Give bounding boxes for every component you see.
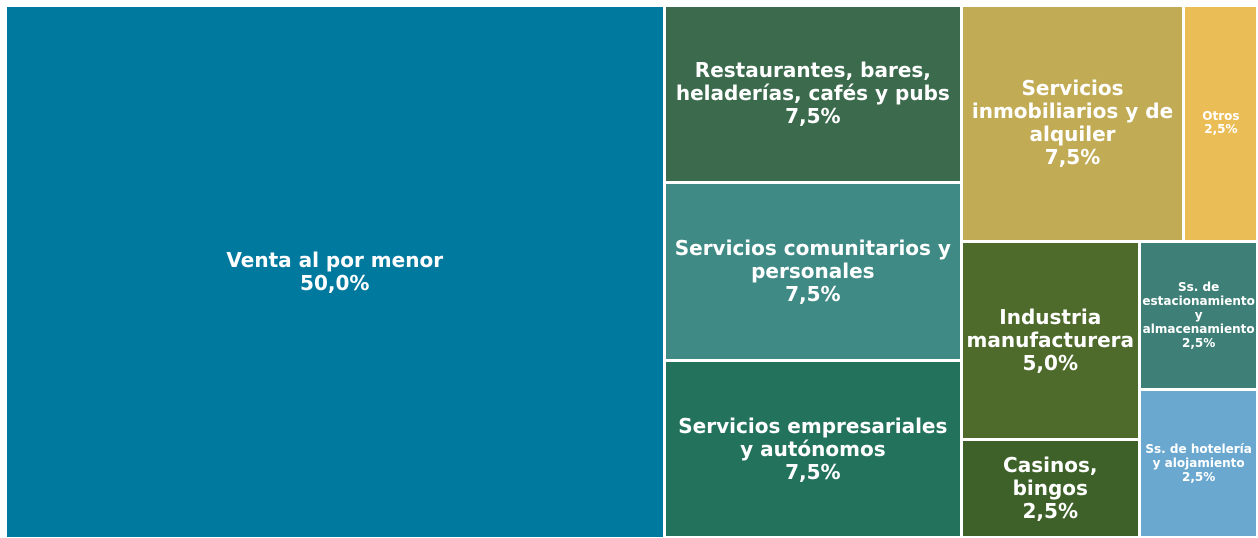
tile-label: Venta al por menor: [226, 247, 444, 272]
tile-label: Ss. de hotelería y alojamiento: [1145, 442, 1252, 471]
tile-value: 7,5%: [785, 281, 841, 306]
treemap-tile: Servicios inmobiliarios y de alquiler 7,5…: [962, 6, 1183, 241]
tile-label: Otros: [1202, 108, 1240, 123]
treemap-tile: Industria manufacturera 5,0%: [962, 243, 1138, 438]
tile-value: 2,5%: [1022, 499, 1078, 524]
tile-value: 7,5%: [785, 459, 841, 484]
tile-label: Casinos, bingos: [1003, 453, 1098, 501]
treemap-tile: Otros 2,5%: [1185, 6, 1257, 241]
tile-value: 7,5%: [785, 104, 841, 129]
tile-value: 5,0%: [1022, 351, 1078, 376]
tile-label: Ss. de estacionamiento y almacenamiento: [1142, 280, 1255, 336]
tile-value: 2,5%: [1181, 335, 1216, 350]
tile-label: Servicios inmobiliarios y de alquiler: [971, 76, 1174, 147]
tile-value: 50,0%: [300, 270, 370, 295]
treemap-tile: Venta al por menor 50,0%: [6, 6, 663, 537]
tile-label: Servicios comunitarios y personales: [674, 235, 951, 283]
tile-label: Industria manufacturera: [966, 305, 1134, 353]
treemap-tile: Servicios comunitarios y personales 7,5%: [665, 184, 960, 359]
tile-label: Restaurantes, bares, heladerías, cafés y…: [675, 58, 950, 106]
tile-value: 7,5%: [1044, 145, 1101, 170]
tile-value: 2,5%: [1181, 469, 1216, 484]
tile-label: Servicios empresariales y autónomos: [678, 413, 948, 461]
treemap-tile: Restaurantes, bares, heladerías, cafés y…: [665, 6, 960, 182]
tile-value: 2,5%: [1204, 122, 1238, 137]
treemap-tile: Casinos, bingos 2,5%: [962, 440, 1138, 537]
treemap-tile: Ss. de estacionamiento y almacenamiento 2…: [1140, 243, 1257, 389]
treemap-tile: Servicios empresariales y autónomos 7,5%: [665, 361, 960, 537]
treemap-tile: Ss. de hotelería y alojamiento 2,5%: [1140, 391, 1257, 537]
